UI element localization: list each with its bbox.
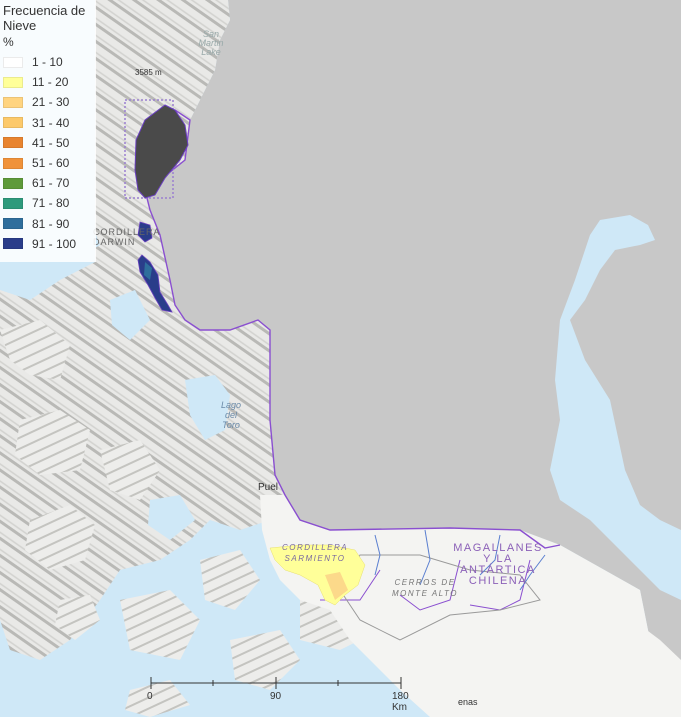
legend-swatch: [3, 56, 23, 68]
region-name-label: MAGALLANES Y LA ANTÁRTICA CHILENA: [453, 542, 543, 587]
legend-label: 51 - 60: [32, 156, 70, 171]
protected-area-outline: [339, 554, 541, 641]
legend-item: 51 - 60: [3, 153, 96, 173]
scale-tick-90: 90: [270, 691, 282, 702]
legend-swatch: [3, 117, 23, 129]
legend-label: 21 - 30: [32, 95, 70, 110]
tierra-del-fuego: [545, 600, 681, 717]
legend-item: 81 - 90: [3, 214, 96, 234]
legend-label: 41 - 50: [32, 135, 70, 150]
legend-unit: %: [3, 35, 14, 49]
san-martin-lake-label: San Martin Lake: [198, 29, 224, 57]
legend-label: 1 - 10: [32, 55, 63, 70]
legend-list: 1 - 10 11 - 20 21 - 30 31 - 40 41 - 50 5…: [3, 52, 96, 254]
cerros-monte-alto-label: CERROS DE MONTE ALTO: [392, 578, 458, 598]
rivers: [374, 529, 546, 591]
bottom-place-label: enas: [458, 697, 478, 707]
legend-item: 41 - 50: [3, 133, 96, 153]
snow-high-1: [137, 221, 153, 243]
legend-swatch: [3, 96, 23, 108]
glacier-dark: [134, 104, 189, 199]
legend-swatch: [3, 76, 23, 88]
scale-tick-0: 0: [147, 691, 153, 702]
legend-swatch: [3, 238, 23, 250]
legend-item: 61 - 70: [3, 173, 96, 193]
legend-swatch: [3, 157, 23, 169]
legend-swatch: [3, 197, 23, 209]
cordillera-darwin-label: CORDILLERA DARWIN: [93, 227, 161, 247]
snow-low-orange: [325, 572, 348, 600]
legend-label: 91 - 100: [32, 236, 77, 251]
relief-west: [0, 0, 285, 660]
legend-swatch: [3, 218, 23, 230]
scale-bar: 0 90 180 Km: [147, 676, 410, 713]
legend-label: 71 - 80: [32, 196, 70, 211]
legend-title: Frecuencia de Nieve: [3, 3, 86, 33]
argentina-area: [145, 0, 681, 717]
legend-item: 1 - 10: [3, 52, 96, 72]
scale-tick-180: 180 Km: [392, 691, 409, 713]
legend-label: 81 - 90: [32, 216, 70, 231]
snow-mid: [144, 262, 152, 280]
scale-bar-line: [150, 677, 402, 689]
legend-panel: Frecuencia de Nieve % 1 - 10 11 - 20 21 …: [0, 0, 96, 262]
lago-del-toro-label: Lago del Toro: [220, 400, 242, 430]
puerto-label: Puel: [258, 482, 279, 493]
legend-swatch: [3, 137, 23, 149]
legend-item: 11 - 20: [3, 72, 96, 92]
legend-item: 91 - 100: [3, 234, 96, 254]
legend-item: 21 - 30: [3, 92, 96, 112]
legend-label: 11 - 20: [32, 75, 69, 90]
legend-label: 61 - 70: [32, 176, 70, 191]
islands: [0, 320, 380, 717]
legend-label: 31 - 40: [32, 115, 70, 130]
elevation-label: 3585 m: [135, 68, 162, 77]
legend-swatch: [3, 177, 23, 189]
legend-item: 31 - 40: [3, 113, 96, 133]
legend-item: 71 - 80: [3, 193, 96, 213]
cordillera-sarmiento-label: CORDILLERA SARMIENTO: [282, 543, 349, 563]
